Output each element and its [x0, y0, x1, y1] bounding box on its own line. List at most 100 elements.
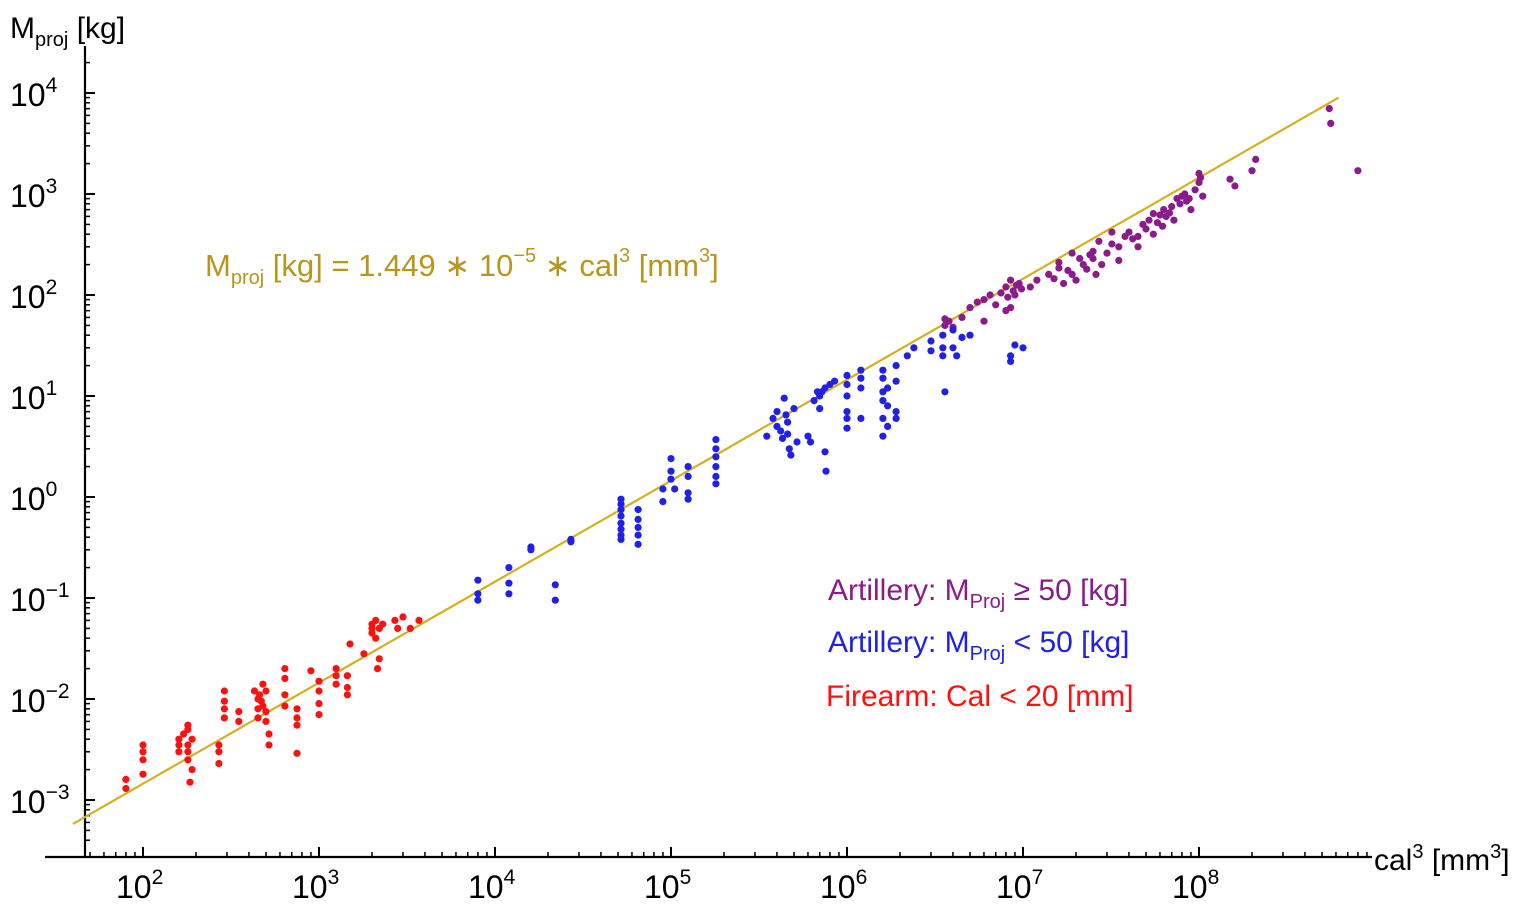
data-point-series-1: [949, 344, 957, 352]
data-point-series-2: [122, 784, 130, 793]
data-point-series-1: [617, 506, 625, 514]
data-point-series-1: [617, 500, 625, 508]
data-point-series-1: [617, 525, 625, 533]
data-point-series-0: [1060, 279, 1068, 288]
y-tick-label: 100: [10, 478, 57, 517]
data-point-series-1: [1019, 344, 1027, 352]
data-point-series-1: [634, 540, 642, 548]
data-point-series-2: [235, 708, 243, 716]
data-point-series-0: [1226, 175, 1234, 183]
fit-equation-label: Mproj [kg] = 1.449 ∗ 10−5 ∗ cal3 [mm3]: [205, 245, 719, 289]
data-point-series-0: [1108, 240, 1116, 248]
data-point-series-1: [941, 388, 949, 396]
y-tick-label: 10−2: [10, 680, 70, 719]
data-point-series-0: [1026, 283, 1034, 291]
data-point-series-1: [659, 498, 667, 506]
data-point-series-1: [927, 337, 935, 345]
data-point-series-0: [1145, 216, 1153, 224]
data-point-series-2: [175, 748, 183, 756]
y-ticks: 10−3 10−2 10−1 100 101 102 103 104: [10, 74, 95, 820]
y-tick-label: 10−3: [10, 781, 70, 820]
data-point-series-0: [1068, 270, 1076, 278]
data-point-series-1: [787, 451, 795, 459]
data-point-series-1: [617, 535, 625, 544]
data-point-series-2: [281, 674, 289, 683]
data-point-series-1: [892, 377, 900, 385]
data-point-series-2: [373, 665, 382, 673]
data-point-series-2: [254, 714, 262, 722]
y-axis-title: Mproj [kg]: [10, 12, 125, 51]
data-point-series-2: [293, 705, 301, 713]
data-point-series-1: [843, 392, 851, 400]
data-point-series-1: [857, 384, 865, 392]
data-point-series-2: [332, 672, 340, 680]
data-point-series-1: [927, 347, 935, 355]
data-point-series-1: [712, 480, 720, 488]
data-point-series-1: [953, 352, 961, 360]
data-point-series-0: [1196, 174, 1205, 182]
data-point-series-1: [793, 438, 801, 446]
data-point-series-1: [857, 366, 865, 374]
data-point-series-2: [281, 691, 289, 699]
data-point-series-2: [175, 735, 183, 743]
data-point-series-0: [1231, 182, 1239, 190]
data-point-series-1: [551, 596, 559, 604]
data-point-series-1: [773, 408, 781, 416]
data-point-series-0: [1050, 275, 1058, 283]
data-point-series-2: [346, 640, 354, 648]
data-point-series-2: [372, 616, 380, 625]
data-point-series-2: [122, 775, 130, 784]
data-point-series-2: [343, 691, 351, 699]
data-point-series-0: [980, 296, 988, 304]
data-point-series-1: [822, 467, 830, 475]
data-point-series-0: [1248, 167, 1256, 175]
data-point-series-0: [1068, 249, 1076, 257]
data-point-series-0: [1076, 254, 1084, 263]
data-point-series-2: [293, 721, 301, 729]
data-point-series-1: [527, 546, 535, 554]
y-tick-label: 101: [10, 377, 57, 416]
x-tick-label: 105: [644, 866, 691, 905]
data-point-series-1: [966, 331, 974, 339]
data-point-series-2: [406, 624, 414, 633]
data-point-series-0: [1108, 228, 1116, 236]
data-point-series-1: [659, 485, 667, 493]
data-point-series-1: [784, 418, 792, 426]
data-point-series-2: [259, 702, 267, 710]
data-point-series-0: [1252, 155, 1260, 163]
data-point-series-0: [945, 317, 953, 325]
data-point-series-0: [1134, 232, 1142, 240]
data-point-series-2: [315, 700, 323, 708]
data-point-series-1: [671, 485, 679, 493]
data-point-series-1: [810, 397, 818, 405]
data-point-series-2: [368, 629, 376, 637]
data-point-series-1: [634, 506, 642, 514]
data-point-series-2: [139, 756, 147, 764]
data-point-series-0: [1011, 291, 1019, 299]
legend-entry-artillery-heavy: Artillery: MProj ≥ 50 [kg]: [828, 574, 1128, 613]
data-point-series-0: [1072, 276, 1080, 284]
data-point-series-1: [884, 422, 892, 430]
data-point-series-1: [634, 515, 642, 524]
data-point-series-1: [769, 414, 777, 422]
data-point-series-1: [884, 402, 892, 410]
data-point-series-1: [949, 326, 957, 334]
y-tick-label: 103: [10, 175, 57, 214]
data-point-series-2: [307, 667, 315, 675]
data-point-series-1: [821, 448, 829, 456]
data-point-series-0: [1115, 256, 1123, 264]
data-point-series-1: [684, 489, 692, 497]
data-point-series-1: [879, 432, 887, 440]
data-point-series-1: [939, 344, 947, 352]
data-point-series-2: [220, 697, 228, 705]
data-point-series-2: [184, 756, 192, 764]
data-point-series-1: [667, 455, 675, 463]
data-point-series-0: [1004, 293, 1012, 301]
data-point-series-2: [379, 620, 387, 628]
data-point-series-2: [265, 730, 273, 738]
data-point-series-1: [806, 438, 815, 446]
data-point-series-1: [778, 434, 787, 442]
data-point-series-1: [712, 463, 720, 471]
data-point-series-2: [343, 672, 351, 680]
data-point-series-1: [843, 408, 851, 416]
